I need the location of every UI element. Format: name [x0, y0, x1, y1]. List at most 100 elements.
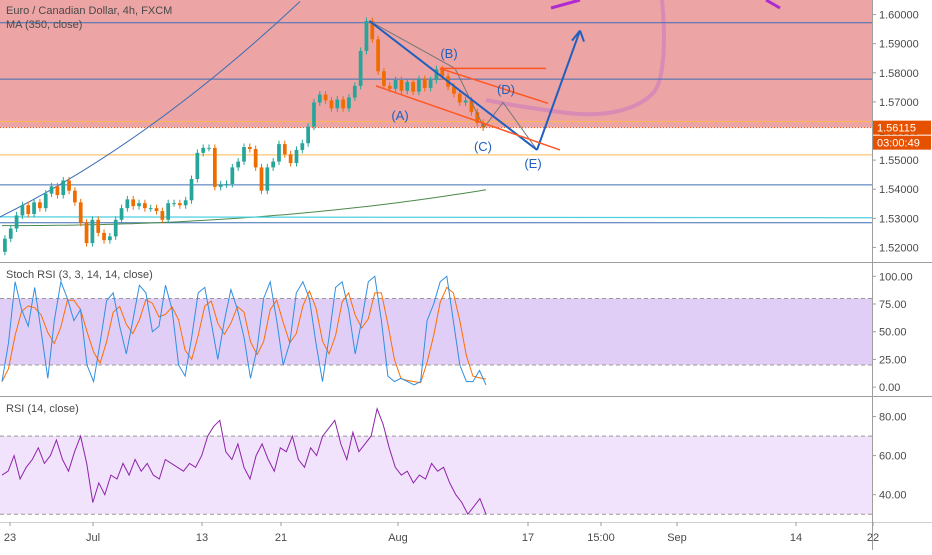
candle	[212, 147, 217, 187]
candle	[282, 144, 287, 155]
wave-label: (B)	[440, 46, 457, 61]
candle	[125, 199, 130, 209]
x-tick-label: 15:00	[587, 532, 615, 544]
candle	[440, 69, 445, 77]
projection-arrow	[536, 30, 581, 151]
candle	[148, 208, 153, 210]
candle	[364, 20, 369, 51]
trend-line	[0, 216, 873, 219]
candle	[428, 80, 433, 88]
rsi-line	[1, 406, 487, 516]
arrow-head	[571, 29, 585, 42]
stoch-band	[0, 298, 872, 365]
candle	[335, 99, 340, 109]
candle	[411, 82, 415, 92]
candle	[475, 112, 480, 123]
candle	[55, 186, 60, 196]
candle	[20, 205, 25, 216]
candle	[434, 69, 439, 81]
candle	[294, 149, 299, 164]
candle	[224, 183, 229, 185]
candle	[312, 102, 316, 127]
candle	[189, 179, 194, 201]
wedge-lower-line	[375, 85, 561, 151]
y-tick-label: 1.59000	[879, 39, 919, 51]
rsi-y-tick-label: 60.00	[879, 451, 907, 463]
x-tick-label: 17	[522, 532, 534, 544]
candle	[457, 93, 462, 103]
candle	[96, 219, 101, 233]
candle	[253, 149, 258, 168]
candle	[358, 50, 363, 86]
highlight-curve	[485, 0, 666, 117]
candle	[469, 100, 474, 113]
candle	[119, 208, 124, 220]
candle	[382, 71, 386, 86]
price-badge-label: 1.56115	[877, 123, 916, 135]
candle	[242, 147, 246, 162]
candle	[201, 147, 206, 153]
candle	[376, 39, 380, 72]
ma-legend: MA (350, close)	[6, 19, 83, 31]
candle	[347, 97, 351, 109]
moving-average-line	[2, 189, 487, 227]
candle	[370, 20, 375, 40]
candle	[323, 94, 328, 101]
candle	[207, 147, 211, 149]
wave-label: (E)	[524, 156, 541, 171]
stoch-y-tick-label: 75.00	[879, 299, 907, 311]
candle	[43, 193, 48, 209]
candle	[183, 200, 188, 206]
stoch-y-tick-label: 50.00	[879, 327, 907, 339]
y-tick-label: 1.54000	[879, 184, 919, 196]
symbol-title: Euro / Canadian Dollar, 4h, FXCM	[6, 5, 173, 17]
candle	[393, 80, 398, 89]
candle	[49, 186, 54, 194]
x-tick-label: Sep	[667, 532, 687, 544]
y-tick-label: 1.58000	[879, 68, 919, 80]
candle	[387, 85, 392, 89]
candle	[288, 154, 293, 164]
stoch-k-line	[1, 275, 487, 386]
stoch-y-tick-label: 0.00	[879, 382, 900, 394]
candle	[38, 202, 42, 209]
wave-label: (C)	[474, 139, 492, 154]
candle	[78, 202, 83, 223]
brush-mark	[550, 0, 581, 10]
brush-mark	[765, 0, 781, 10]
candle	[195, 152, 200, 180]
candle	[154, 208, 159, 212]
candle	[265, 167, 270, 191]
x-tick-label: 13	[196, 532, 208, 544]
candle	[166, 203, 171, 220]
candle	[90, 219, 95, 244]
candle	[259, 167, 264, 191]
countdown-badge	[873, 135, 931, 150]
x-tick-label: Jul	[86, 532, 100, 544]
candle	[84, 222, 89, 244]
candle	[317, 94, 322, 103]
candle	[113, 219, 118, 237]
candle	[61, 180, 66, 196]
curve-line	[0, 1, 301, 218]
candle	[247, 147, 252, 150]
resistance-zone	[0, 0, 872, 128]
candle	[271, 161, 276, 168]
stoch-rsi-legend: Stoch RSI (3, 3, 14, 14, close)	[6, 269, 153, 281]
stoch-y-tick-label: 25.00	[879, 354, 907, 366]
candle	[463, 100, 468, 103]
wedge-upper-line	[439, 67, 549, 105]
price-badge	[873, 120, 931, 135]
x-tick-label: 23	[4, 532, 16, 544]
candle	[352, 85, 357, 98]
candle	[329, 100, 334, 109]
candle	[137, 203, 141, 207]
x-tick-label: 22	[867, 532, 879, 544]
candle	[102, 232, 106, 241]
candle	[32, 202, 36, 214]
y-tick-label: 1.60000	[879, 10, 919, 22]
candle	[230, 167, 235, 184]
candle	[73, 190, 77, 203]
